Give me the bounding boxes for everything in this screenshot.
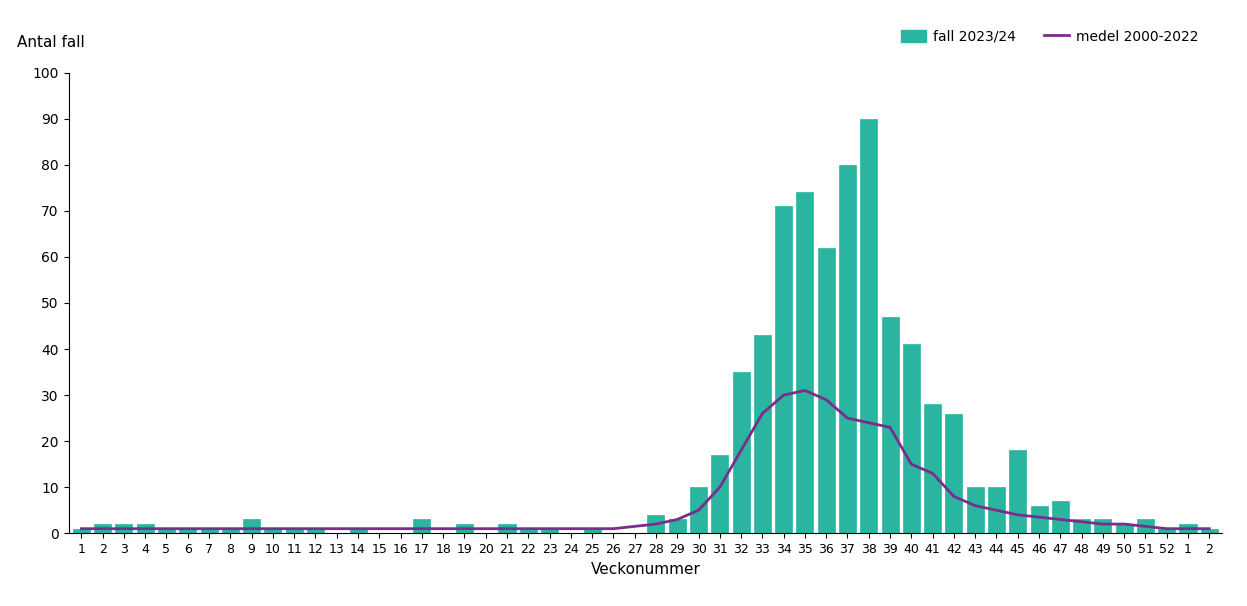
Bar: [1201, 528, 1218, 533]
Bar: [1074, 519, 1090, 533]
Bar: [754, 335, 771, 533]
Bar: [456, 524, 473, 533]
Bar: [499, 524, 515, 533]
Bar: [839, 165, 855, 533]
Bar: [116, 524, 132, 533]
Bar: [520, 528, 536, 533]
Bar: [264, 528, 282, 533]
Bar: [413, 519, 430, 533]
Bar: [988, 487, 1005, 533]
Bar: [732, 372, 749, 533]
Bar: [818, 248, 834, 533]
Bar: [349, 528, 367, 533]
Bar: [1180, 524, 1197, 533]
Bar: [1051, 501, 1069, 533]
Bar: [647, 515, 665, 533]
Bar: [180, 528, 196, 533]
Bar: [711, 455, 728, 533]
Bar: [797, 193, 813, 533]
Text: Antal fall: Antal fall: [16, 35, 85, 50]
Bar: [860, 119, 878, 533]
Bar: [94, 524, 111, 533]
Bar: [690, 487, 707, 533]
Bar: [924, 404, 941, 533]
Bar: [776, 206, 792, 533]
Bar: [137, 524, 153, 533]
Bar: [72, 528, 90, 533]
Bar: [1158, 528, 1175, 533]
Bar: [307, 528, 324, 533]
Bar: [668, 519, 686, 533]
Bar: [945, 413, 963, 533]
Bar: [1095, 519, 1111, 533]
Bar: [222, 528, 239, 533]
Bar: [201, 528, 217, 533]
Bar: [903, 344, 920, 533]
Bar: [584, 528, 601, 533]
Bar: [1009, 450, 1026, 533]
Bar: [158, 528, 175, 533]
Bar: [1137, 519, 1153, 533]
Bar: [882, 317, 899, 533]
Bar: [1116, 524, 1132, 533]
Bar: [286, 528, 303, 533]
X-axis label: Veckonummer: Veckonummer: [590, 562, 701, 576]
Bar: [1030, 505, 1047, 533]
Bar: [243, 519, 261, 533]
Bar: [966, 487, 984, 533]
Bar: [541, 528, 559, 533]
Legend: fall 2023/24, medel 2000-2022: fall 2023/24, medel 2000-2022: [895, 24, 1203, 50]
